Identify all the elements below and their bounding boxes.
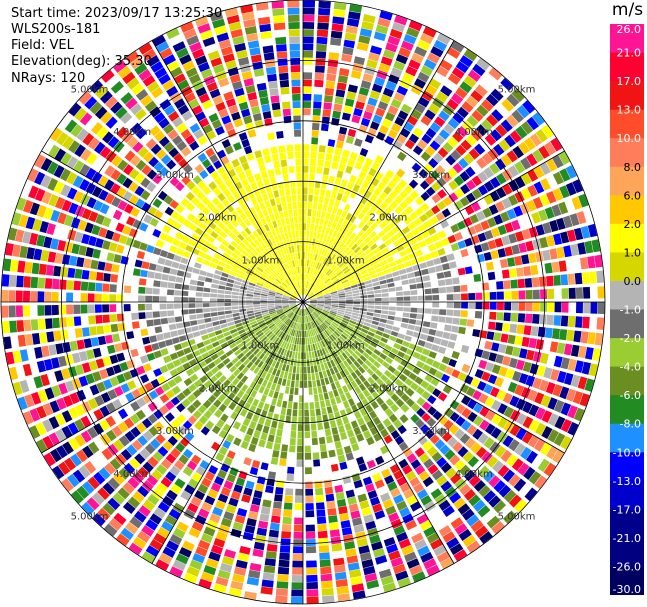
colorbar-segment	[610, 509, 644, 539]
colorbar-tick-label: -21.0	[613, 532, 641, 545]
colorbar-segment	[610, 309, 644, 339]
colorbar-tick-label: 6.0	[624, 189, 642, 202]
range-ring-labels: 1.00km 1.00km 1.00km 1.00km 2.00km 2.00km 2.00…	[71, 85, 536, 523]
range-ring-label: 2.00km	[199, 383, 237, 394]
colorbar-tick-label: 1.0	[624, 246, 642, 259]
range-ring-label: 3.00km	[156, 426, 194, 437]
azimuth-spoke	[151, 301, 304, 564]
colorbar-segment	[610, 423, 644, 453]
colorbar-tick-label: 26.0	[617, 24, 642, 36]
azimuth-spoke	[302, 150, 565, 303]
range-ring-label: 3.00km	[412, 170, 450, 181]
colorbar-segment	[610, 138, 644, 168]
instrument-label: WLS200s-181	[11, 22, 101, 37]
colorbar-tick-label: 17.0	[617, 75, 642, 88]
colorbar-segment	[610, 366, 644, 396]
range-ring-label: 1.00km	[327, 255, 365, 266]
colorbar-segment	[610, 252, 644, 282]
colorbar-tick-label: -10.0	[613, 446, 641, 459]
colorbar-tick-label: 8.0	[624, 161, 642, 174]
range-ring-label: 4.00km	[113, 127, 151, 138]
gate-group	[16, 4, 590, 604]
azimuth-spoke	[41, 301, 304, 454]
range-ring-label: 1.00km	[241, 341, 279, 352]
field-label: Field: VEL	[11, 38, 74, 53]
colorbar-segment	[610, 338, 644, 368]
colorbar-tick-label: -2.0	[620, 332, 641, 345]
colorbar-segment	[610, 537, 644, 567]
azimuth-spoke	[302, 301, 455, 564]
range-ring-label: 4.00km	[455, 469, 493, 480]
colorbar-tick-label: -1.0	[620, 304, 641, 317]
colorbar-segment	[610, 395, 644, 425]
azimuth-spoke	[151, 40, 304, 303]
colorbar-tick-label: 21.0	[617, 47, 642, 60]
colorbar-tick-label: -26.0	[613, 561, 641, 574]
colorbar-tick-label: 10.0	[617, 132, 642, 145]
colorbar-tick-label: -30.0	[613, 583, 641, 595]
range-ring-label: 5.00km	[71, 85, 109, 96]
colorbar-segment	[610, 166, 644, 196]
start-time-label: Start time: 2023/09/17 13:25:30	[11, 6, 223, 21]
colorbar-tick-label: 0.0	[624, 275, 642, 288]
nrays-label: NRays: 120	[11, 71, 86, 86]
colorbar-segment	[610, 195, 644, 225]
azimuth-spoke	[302, 301, 565, 454]
range-ring-label: 1.00km	[327, 341, 365, 352]
colorbar-segment	[610, 109, 644, 139]
range-ring-label: 3.00km	[156, 170, 194, 181]
range-ring-label: 5.00km	[498, 85, 536, 96]
range-ring-label: 4.00km	[113, 469, 151, 480]
colorbar-tick-label: -17.0	[613, 503, 641, 516]
range-ring-label: 2.00km	[369, 213, 407, 224]
colorbar-tick-label: 13.0	[617, 104, 642, 117]
colorbar-segment	[610, 452, 644, 482]
azimuth-spoke	[302, 40, 455, 303]
range-ring-label: 1.00km	[241, 255, 279, 266]
range-ring-label: 2.00km	[369, 383, 407, 394]
range-ring-label: 4.00km	[455, 127, 493, 138]
range-ring-label: 5.00km	[71, 512, 109, 523]
colorbar: 26.0 21.0 17.0 13.0 10.0 8.0 6.0 2.0 1.0 0.0 -1.0 -…	[610, 24, 644, 595]
colorbar-tick-label: -8.0	[620, 418, 641, 431]
colorbar-tick-label: -4.0	[620, 361, 641, 374]
range-ring-label: 3.00km	[412, 426, 450, 437]
colorbar-segment	[610, 566, 644, 595]
azimuth-spoke	[41, 150, 304, 303]
gate-group	[8, 14, 585, 574]
colorbar-segment	[610, 81, 644, 111]
colorbar-segment	[610, 24, 644, 54]
colorbar-tick-label: 2.0	[624, 218, 642, 231]
gate-group	[8, 11, 605, 579]
colorbar-segment	[610, 480, 644, 510]
colorbar-segment	[610, 52, 644, 82]
range-ring-label: 5.00km	[498, 512, 536, 523]
colorbar-title: m/s	[611, 0, 644, 20]
elevation-label: Elevation(deg): 35.30	[11, 54, 152, 69]
range-ring-label: 2.00km	[199, 213, 237, 224]
range-grid	[0, 0, 606, 605]
colorbar-tick-label: -6.0	[620, 389, 641, 402]
colorbar-tick-label: -13.0	[613, 475, 641, 488]
colorbar-segment	[610, 223, 644, 253]
colorbar-segment	[610, 280, 644, 310]
